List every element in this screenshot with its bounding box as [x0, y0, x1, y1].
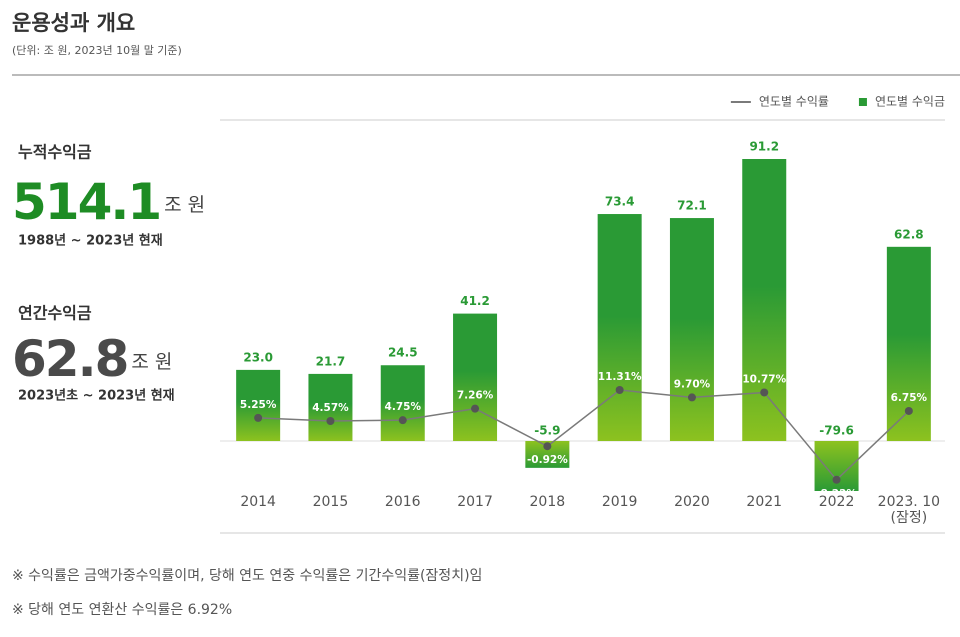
x-tick-label: 2017: [457, 494, 493, 510]
line-value-label: 11.31%: [598, 371, 642, 383]
legend-label: 연도별 수익률: [759, 95, 829, 109]
line-value-label: 6.75%: [891, 392, 928, 404]
x-tick-label: 2016: [384, 494, 421, 510]
note: ※ 당해 연도 연환산 수익률은 6.92%: [12, 602, 232, 618]
page-title: 운용성과 개요: [12, 11, 135, 35]
line-point: [904, 406, 913, 415]
line-value-label: -0.92%: [527, 454, 568, 466]
summary-label: 연간수익금: [18, 304, 92, 323]
summary-number: 514.1: [12, 173, 160, 231]
summary-label: 누적수익금: [18, 143, 92, 162]
x-tick-label: 2022: [818, 494, 855, 510]
line-point: [254, 413, 263, 422]
line-point: [687, 393, 696, 402]
line-point: [326, 416, 335, 425]
line-point: [832, 475, 841, 484]
bar-value-label: 73.4: [605, 195, 635, 209]
summary-period: 1988년 ~ 2023년 현재: [18, 233, 163, 249]
summary-unit: 조 원: [131, 351, 172, 373]
x-tick-label: 2020: [674, 494, 710, 510]
note: ※ 수익률은 금액가중수익률이며, 당해 연도 연중 수익률은 기간수익률(잠정…: [12, 568, 482, 584]
bar-value-label: 62.8: [894, 227, 924, 241]
bar: [308, 373, 353, 441]
bar-value-label: 24.5: [388, 346, 418, 360]
line: [258, 389, 910, 481]
line-value-label: 9.70%: [674, 378, 711, 390]
x-tick-label: 2018: [529, 494, 566, 510]
bar: [742, 159, 787, 441]
line-value-label: 5.25%: [240, 399, 277, 411]
summary-value: 62.8 조 원: [12, 330, 172, 388]
x-tick-label: 2019: [601, 494, 638, 510]
line-point: [398, 416, 407, 425]
bar: [380, 365, 425, 441]
bar: [236, 369, 281, 441]
line-value-label: -8.22%: [816, 488, 857, 500]
bar: [669, 218, 714, 441]
bar-value-label: -79.6: [819, 424, 854, 438]
bar-value-label: -5.9: [534, 424, 560, 438]
x-tick-label: 2015: [312, 494, 349, 510]
line-point: [760, 388, 769, 397]
x-tick-label: 2021: [746, 494, 783, 510]
line-point: [543, 442, 552, 451]
summary-number: 62.8: [12, 330, 127, 388]
line-value-label: 4.57%: [312, 402, 349, 414]
line-point: [615, 386, 624, 394]
line-value-label: 7.26%: [457, 390, 494, 402]
bar-value-label: 72.1: [677, 199, 707, 213]
bar-value-label: 91.2: [749, 140, 779, 154]
summary-unit: 조 원: [164, 194, 205, 216]
legend-label: 연도별 수익금: [875, 95, 945, 109]
bar-value-label: 23.0: [243, 350, 273, 364]
line-value-label: 10.77%: [742, 373, 786, 385]
bar: [453, 313, 498, 441]
summary-period: 2023년초 ~ 2023년 현재: [18, 388, 175, 404]
bar-value-label: 41.2: [460, 294, 490, 308]
line-value-label: 4.75%: [385, 401, 422, 413]
x-tick-label: 2023. 10 (잠정): [877, 494, 941, 526]
bar-value-label: 21.7: [316, 354, 346, 368]
legend-swatch: [858, 98, 867, 106]
summary-value: 514.1 조 원: [12, 173, 205, 231]
line-point: [471, 404, 480, 413]
page-subtitle: (단위: 조 원, 2023년 10월 말 기준): [12, 44, 182, 57]
x-tick-label: 2014: [240, 494, 276, 510]
bar: [597, 214, 642, 441]
